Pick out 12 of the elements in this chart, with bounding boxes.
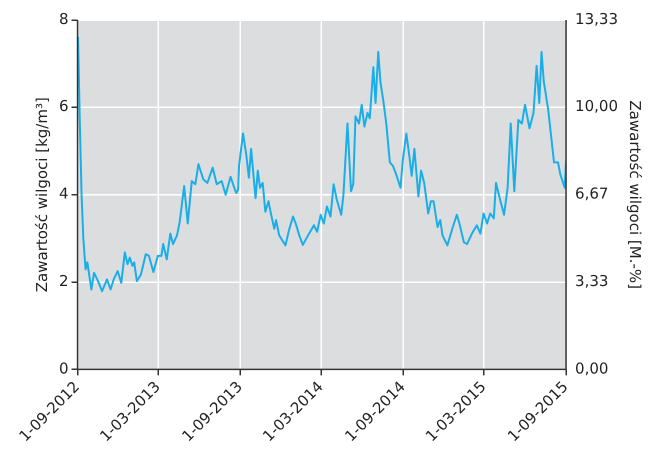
y2-axis-title: Zawartość wilgoci [M.-%] xyxy=(626,100,644,289)
y-axis-title: Zawartość wilgoci [kg/m³] xyxy=(32,97,51,292)
y-tick-label: 6 xyxy=(58,97,69,116)
y-tick-label: 8 xyxy=(58,10,69,28)
y2-tick-label: 10,00 xyxy=(575,97,618,116)
y-tick-label: 0 xyxy=(58,359,69,378)
y-tick-label: 4 xyxy=(58,184,69,203)
y2-tick-label: 0,00 xyxy=(575,359,608,378)
y-tick-label: 2 xyxy=(58,272,69,290)
y2-tick-label: 6,67 xyxy=(575,184,608,202)
y2-tick-label: 3,33 xyxy=(575,272,608,290)
y2-tick-label: 13,33 xyxy=(575,10,618,28)
